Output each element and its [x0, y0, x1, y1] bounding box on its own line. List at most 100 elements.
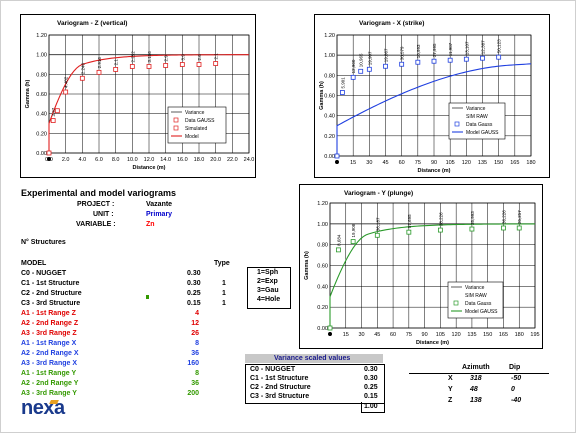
- structure-row-label: A1 - 1st Range X: [21, 340, 77, 347]
- x-tick-label: 150: [494, 160, 503, 166]
- data-point: [46, 150, 52, 156]
- data-point: [431, 58, 437, 64]
- structure-row-value[interactable]: 200: [187, 390, 199, 397]
- point-count-label: 3.156: [147, 51, 152, 63]
- orientation-dip[interactable]: -40: [511, 397, 522, 404]
- unit-label: UNIT :: [93, 211, 114, 218]
- y-tick-label: 0.00: [324, 154, 335, 160]
- x-tick-label: 105: [446, 160, 455, 166]
- x-axis-label: Distance (m): [417, 168, 450, 174]
- variogram-y-plot: Variogram - Y (plunge)015304560759010512…: [304, 190, 540, 346]
- orientation-azimuth[interactable]: 138: [470, 397, 482, 404]
- x-tick-label: 180: [515, 332, 524, 338]
- orientation-dip[interactable]: -50: [511, 375, 522, 382]
- x-tick-label: 165: [499, 332, 508, 338]
- point-count-label: 2.246: [80, 63, 85, 75]
- model-curve: [48, 54, 250, 153]
- structure-row-value[interactable]: 0.30: [187, 270, 201, 277]
- legend-box: [448, 102, 506, 140]
- variance-row-value[interactable]: 0.25: [364, 384, 378, 391]
- structure-row-type[interactable]: 1: [222, 300, 226, 307]
- variance-table: C0 - NUGGET 0.30 C1 - 1st Structure 0.30…: [245, 364, 385, 404]
- point-count-label: 2.1: [214, 53, 219, 60]
- data-point: [437, 227, 443, 233]
- structure-row-value[interactable]: 4: [195, 310, 199, 317]
- point-count-label: 37,995: [432, 43, 437, 57]
- data-point: [113, 67, 119, 72]
- variable-label: VARIABLE :: [76, 221, 116, 228]
- y-tick-label: 0.80: [324, 73, 335, 79]
- structure-row-value[interactable]: 0.30: [187, 280, 201, 287]
- x-tick-label: 16.0: [177, 157, 188, 163]
- x-tick-label: 24.0: [244, 157, 255, 163]
- point-count-label: 19,907: [367, 51, 372, 65]
- structure-row-type[interactable]: 1: [222, 280, 226, 287]
- data-point: [463, 56, 469, 62]
- chart-title: Variogram - X (strike): [359, 20, 424, 27]
- x-tick-label: 18.0: [194, 157, 205, 163]
- x-tick-label: 30: [358, 332, 364, 338]
- y-tick-label: 0.40: [317, 284, 328, 290]
- structure-row-label: C0 - NUGGET: [21, 270, 67, 277]
- data-point: [327, 325, 333, 331]
- orientation-azimuth[interactable]: 48: [470, 386, 478, 393]
- structure-row-value[interactable]: 26: [191, 330, 199, 337]
- structure-row-value[interactable]: 36: [191, 380, 199, 387]
- y-tick-label: 0.20: [324, 134, 335, 140]
- variogram-y-chart[interactable]: Variogram - Y (plunge)015304560759010512…: [299, 184, 543, 349]
- variance-row-label: C2 - 2nd Structure: [250, 384, 311, 391]
- point-count-label: 30,579: [400, 46, 405, 60]
- variance-row-value[interactable]: 0.30: [364, 375, 378, 382]
- orientation-azimuth[interactable]: 318: [470, 375, 482, 382]
- y-tick-label: 0.40: [36, 112, 47, 118]
- project-value[interactable]: Vazante: [146, 201, 173, 208]
- data-point: [516, 225, 522, 231]
- variogram-z-chart[interactable]: Variogram - Z (vertical)0.02.04.06.08.01…: [20, 14, 256, 178]
- data-point: [179, 62, 185, 67]
- structure-row-value[interactable]: 12: [191, 320, 199, 327]
- structure-row-label: A3 - 3rd Range Y: [21, 390, 77, 397]
- x-tick-label: 150: [483, 332, 492, 338]
- structure-row-value[interactable]: 36: [191, 350, 199, 357]
- y-tick-label: 1.00: [36, 53, 47, 59]
- x-tick-label: 90: [422, 332, 428, 338]
- variance-header-bar: [245, 354, 383, 363]
- structure-row-value[interactable]: 0.15: [187, 300, 201, 307]
- orientation-axis: Y: [448, 386, 453, 393]
- variogram-x-chart[interactable]: Variogram - X (strike)015304560759010512…: [314, 14, 550, 178]
- point-count-label: 2.6: [197, 54, 202, 61]
- legend-swatch: [454, 121, 460, 127]
- x-tick-label: 180: [526, 160, 535, 166]
- legend-label: Variance: [466, 106, 486, 112]
- x-tick-label: 75: [415, 160, 421, 166]
- x-tick-label: 60: [390, 332, 396, 338]
- x-tick-label: 15: [350, 160, 356, 166]
- structure-row-label: C3 - 3rd Structure: [21, 300, 81, 307]
- unit-value[interactable]: Primary: [146, 211, 173, 218]
- orientation-dip[interactable]: 0: [511, 386, 515, 393]
- variance-row-value[interactable]: 0.15: [364, 393, 378, 400]
- y-tick-label: 0.40: [324, 114, 335, 120]
- structure-row-type[interactable]: 1: [222, 290, 226, 297]
- legend-label: Data Gauss: [466, 122, 493, 128]
- y-axis-label: Gamma (h): [319, 81, 325, 110]
- variance-row-value[interactable]: 0.30: [364, 366, 378, 373]
- type-legend-exp: 2=Exp: [257, 278, 278, 285]
- x-tick-label: 45: [382, 160, 388, 166]
- data-point: [79, 75, 85, 81]
- structure-row-value[interactable]: 160: [187, 360, 199, 367]
- structure-row-value[interactable]: 8: [195, 370, 199, 377]
- y-tick-label: 0.80: [317, 243, 328, 249]
- structure-row-label: A1 - 1st Range Z: [21, 310, 76, 317]
- origin-marker: [47, 157, 51, 161]
- data-point: [415, 59, 421, 65]
- data-point: [129, 64, 135, 69]
- chart-title: Variogram - Y (plunge): [344, 190, 413, 197]
- x-tick-label: 105: [436, 332, 445, 338]
- structure-row-value[interactable]: 8: [195, 340, 199, 347]
- structure-row-value[interactable]: 0.25: [187, 290, 201, 297]
- variable-value[interactable]: Zn: [146, 221, 155, 228]
- point-count-label: 2.916: [97, 57, 102, 69]
- section-title: Experimental and model variograms: [21, 188, 177, 198]
